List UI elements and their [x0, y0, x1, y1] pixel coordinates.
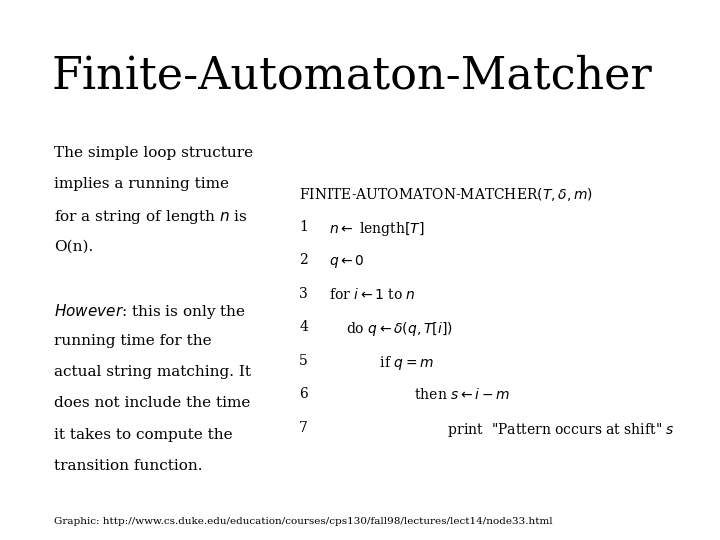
Text: it takes to compute the: it takes to compute the [55, 428, 233, 442]
Text: 3: 3 [300, 287, 308, 301]
Text: O(n).: O(n). [55, 240, 94, 254]
Text: running time for the: running time for the [55, 334, 212, 348]
Text: 6: 6 [300, 387, 308, 401]
Text: implies a running time: implies a running time [55, 177, 230, 191]
Text: Graphic: http://www.cs.duke.edu/education/courses/cps130/fall98/lectures/lect14/: Graphic: http://www.cs.duke.edu/educatio… [55, 517, 553, 526]
Text: 2: 2 [300, 253, 308, 267]
Text: transition function.: transition function. [55, 459, 203, 473]
Text: $q \leftarrow 0$: $q \leftarrow 0$ [329, 253, 365, 270]
Text: $n \leftarrow$ length$[T]$: $n \leftarrow$ length$[T]$ [329, 220, 425, 238]
Text: do $q \leftarrow \delta(q, T[i])$: do $q \leftarrow \delta(q, T[i])$ [346, 320, 452, 338]
Text: does not include the time: does not include the time [55, 396, 251, 410]
Text: FINITE-AUTOMATON-MATCHER$(T, \delta, m)$: FINITE-AUTOMATON-MATCHER$(T, \delta, m)$ [300, 186, 593, 203]
Text: The simple loop structure: The simple loop structure [55, 146, 253, 160]
Text: $\it{However}$: this is only the: $\it{However}$: this is only the [55, 302, 246, 321]
Text: 7: 7 [300, 421, 308, 435]
Text: 5: 5 [300, 354, 308, 368]
Text: 1: 1 [300, 220, 308, 234]
Text: actual string matching. It: actual string matching. It [55, 365, 251, 379]
Text: then $s \leftarrow i - m$: then $s \leftarrow i - m$ [379, 387, 510, 402]
Text: if $q = m$: if $q = m$ [362, 354, 434, 372]
Text: 4: 4 [300, 320, 308, 334]
Text: print  "Pattern occurs at shift" $s$: print "Pattern occurs at shift" $s$ [395, 421, 675, 438]
Text: for a string of length $n$ is: for a string of length $n$ is [55, 208, 248, 226]
Text: Finite-Automaton-Matcher: Finite-Automaton-Matcher [52, 54, 652, 97]
Text: for $i \leftarrow 1$ to $n$: for $i \leftarrow 1$ to $n$ [329, 287, 416, 302]
